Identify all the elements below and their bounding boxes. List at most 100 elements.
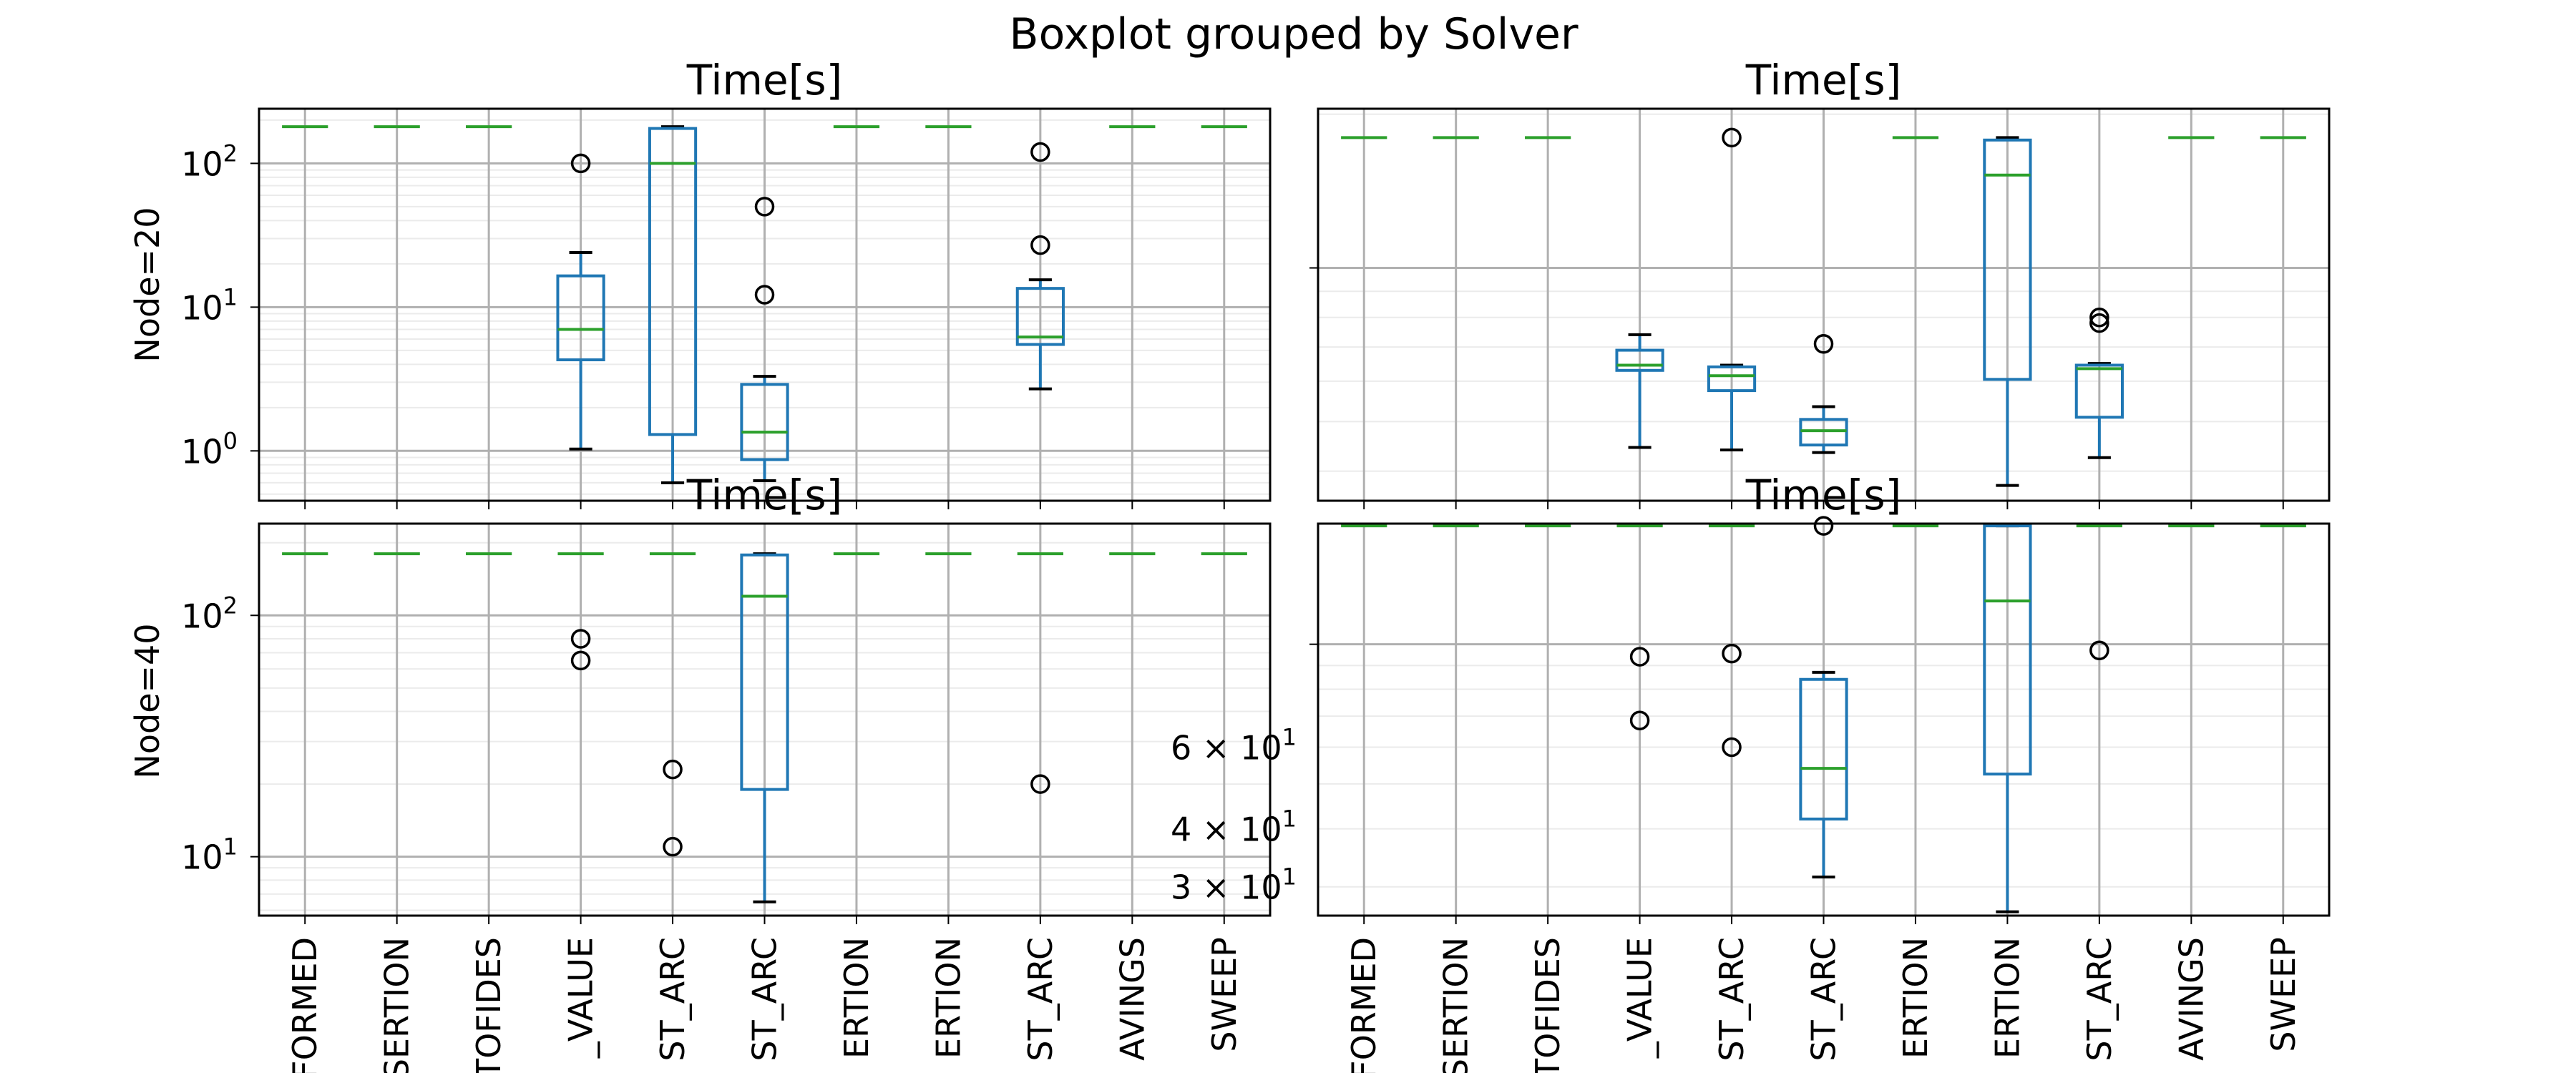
x-tick-label: SERTION	[1437, 937, 1475, 1073]
solver-box	[648, 125, 698, 484]
panel-title: Time[s]	[686, 56, 842, 104]
outlier-point	[1722, 643, 1742, 664]
x-tick-label: AVINGS	[1113, 937, 1151, 1061]
solver-box	[557, 552, 604, 671]
y-tick-exponent: 1	[1282, 805, 1297, 833]
y-tick-exponent: 2	[223, 139, 238, 167]
box-iqr	[1983, 524, 2032, 776]
outlier-point	[2089, 307, 2109, 328]
outlier-point	[1722, 127, 1742, 148]
x-tick-label: SWEEP	[2264, 937, 2303, 1052]
x-tick-label: ST_ARC	[1712, 937, 1751, 1062]
outlier-point	[1030, 142, 1050, 162]
outlier-point	[1722, 737, 1742, 758]
y-tick-label: 101	[181, 833, 238, 877]
outlier-point	[570, 629, 591, 649]
solver-box	[1799, 333, 1848, 454]
panel-title: Time[s]	[1745, 56, 1901, 104]
x-tick-label: SERTION	[378, 937, 416, 1073]
row-label-node-40: Node=40	[128, 623, 167, 778]
y-tick-base: 3 × 10	[1171, 868, 1282, 907]
solver-box	[1983, 136, 2032, 487]
outlier-point	[663, 759, 683, 780]
outlier-point	[1030, 774, 1050, 794]
x-tick-label: FORMED	[286, 937, 324, 1073]
y-tick-label: 102	[181, 592, 238, 635]
y-tick-exponent: 2	[223, 592, 238, 619]
panel-0-1: Time[s]	[1309, 56, 2331, 509]
solver-box	[740, 197, 789, 483]
solver-box	[1015, 142, 1065, 391]
box-iqr	[1615, 348, 1664, 372]
x-tick-label: FORMED	[1345, 937, 1383, 1073]
y-tick-label: 102	[181, 139, 238, 183]
axes-frame	[258, 522, 1272, 917]
x-tick-label: TOFIDES	[469, 937, 508, 1073]
y-tick-base: 10	[181, 432, 223, 471]
axes-frame	[258, 107, 1272, 502]
y-tick-label: 101	[181, 283, 238, 327]
box-iqr	[648, 127, 698, 436]
outlier-point	[663, 836, 683, 857]
box-iqr	[740, 383, 789, 461]
figure-suptitle: Boxplot grouped by Solver	[1009, 9, 1578, 59]
x-tick-label: _VALUE	[562, 937, 600, 1059]
solver-box	[556, 153, 605, 451]
outlier-point	[1030, 235, 1050, 255]
box-iqr	[1015, 287, 1065, 346]
box-iqr	[1799, 677, 1848, 820]
solver-box	[1708, 524, 1755, 758]
solver-box	[1616, 524, 1663, 730]
box-iqr	[1707, 365, 1757, 393]
y-tick-exponent: 1	[223, 283, 238, 310]
x-tick-label: AVINGS	[2172, 937, 2210, 1061]
outlier-point	[570, 153, 591, 174]
outlier-point	[2089, 313, 2109, 333]
y-tick-exponent: 1	[1282, 863, 1297, 891]
y-tick-base: 6 × 10	[1171, 728, 1282, 767]
x-tick-label: ST_ARC	[1021, 937, 1060, 1062]
solver-box	[1983, 524, 2032, 913]
box-iqr	[1799, 418, 1848, 447]
y-tick-base: 10	[181, 597, 223, 635]
y-tick-label: 100	[181, 427, 238, 471]
y-tick-base: 4 × 10	[1171, 810, 1282, 849]
row-label-node-20: Node=20	[128, 207, 167, 362]
y-tick-exponent: 1	[1282, 723, 1297, 750]
y-tick-exponent: 1	[223, 833, 238, 861]
y-tick-base: 10	[181, 838, 223, 877]
solver-box	[649, 552, 696, 857]
axes-frame	[1317, 522, 2331, 917]
solver-box	[2074, 307, 2124, 459]
outlier-point	[570, 650, 591, 671]
solver-box	[2076, 524, 2122, 660]
outlier-point	[1629, 710, 1650, 730]
x-tick-label: ERTION	[1896, 937, 1935, 1059]
x-tick-label: _VALUE	[1621, 937, 1659, 1059]
box-iqr	[1983, 138, 2032, 381]
subplot-panels: Time[s]100101102Time[s]Time[s]101102FORM…	[181, 56, 2331, 1073]
x-tick-label: ERTION	[837, 937, 876, 1059]
outlier-point	[1813, 516, 1834, 536]
x-tick-label: ST_ARC	[1805, 937, 1843, 1062]
box-iqr	[2074, 363, 2124, 419]
y-tick-base: 10	[181, 288, 223, 327]
solver-box	[1707, 127, 1757, 452]
solver-box	[740, 552, 789, 903]
x-tick-label: ERTION	[929, 937, 967, 1059]
solver-box	[1017, 552, 1063, 794]
panel-title: Time[s]	[1745, 471, 1901, 519]
outlier-point	[2089, 640, 2109, 660]
outlier-point	[754, 285, 775, 305]
y-tick-exponent: 0	[223, 427, 238, 454]
outlier-point	[1813, 333, 1834, 354]
y-tick-label: 3 × 101	[1171, 863, 1297, 907]
box-iqr	[740, 553, 789, 791]
x-tick-label: ST_ARC	[746, 937, 784, 1062]
box-iqr	[556, 274, 605, 362]
x-tick-label: ERTION	[1988, 937, 2026, 1059]
y-tick-base: 10	[181, 144, 223, 183]
